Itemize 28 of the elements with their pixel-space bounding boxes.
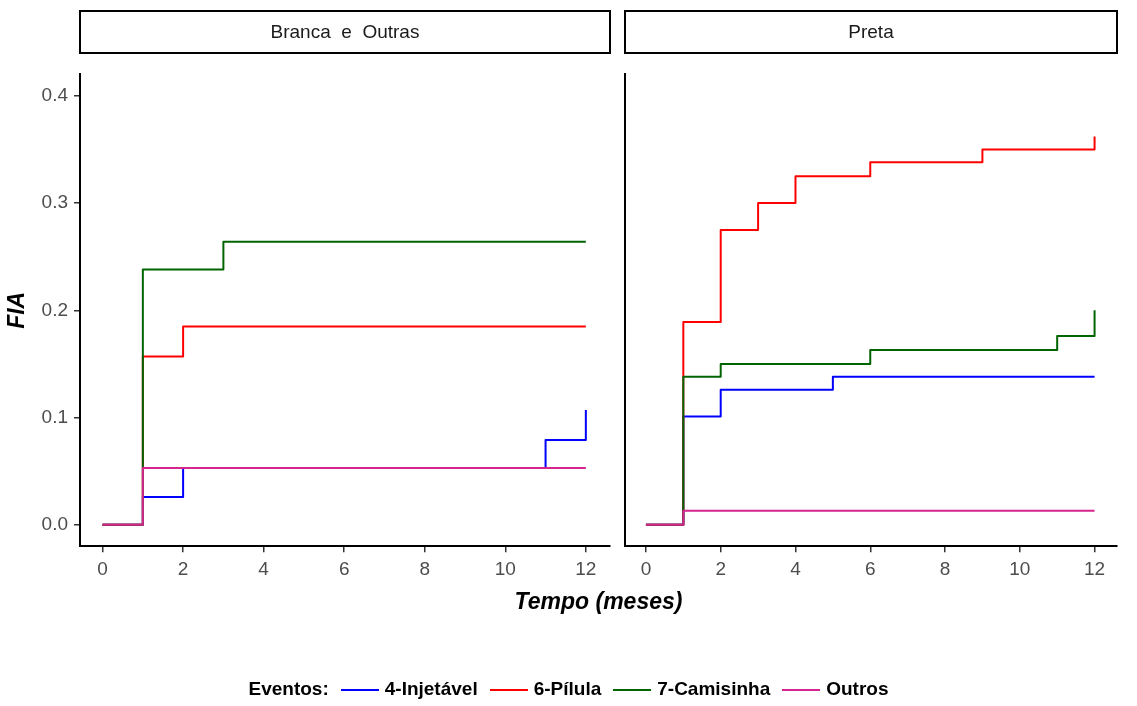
x-tick-label: 12 bbox=[575, 557, 597, 579]
legend-label: Outros bbox=[826, 678, 889, 699]
x-tick-label: 10 bbox=[1009, 557, 1031, 579]
y-tick-label: 0.2 bbox=[41, 298, 69, 320]
y-tick-label: 0.1 bbox=[41, 405, 69, 427]
x-tick-label: 2 bbox=[715, 557, 726, 579]
chart-title: Preta bbox=[624, 10, 1118, 54]
y-tick-label: 0.0 bbox=[41, 512, 69, 534]
y-tick-label: 0.4 bbox=[41, 84, 69, 106]
x-tick-label: 4 bbox=[258, 557, 270, 579]
y-axis-title: FIA bbox=[3, 291, 30, 329]
x-tick-label: 8 bbox=[939, 557, 951, 579]
x-tick-label: 2 bbox=[177, 557, 189, 579]
legend-label: 4-Injetável bbox=[384, 678, 478, 699]
x-tick-label: 10 bbox=[494, 557, 516, 579]
legend-label: 6-Pílula bbox=[533, 678, 602, 699]
x-tick-label: 12 bbox=[1084, 557, 1106, 579]
x-tick-label: 0 bbox=[97, 557, 108, 579]
legend-label: 7-Camisinha bbox=[657, 678, 771, 699]
x-tick-label: 6 bbox=[864, 557, 876, 579]
x-tick-label: 0 bbox=[640, 557, 652, 579]
chart-title: Branca e Outras bbox=[79, 10, 611, 54]
legend-title: Eventos: bbox=[248, 678, 329, 699]
y-tick-label: 0.3 bbox=[41, 191, 69, 213]
x-axis-title: Tempo (meses) bbox=[513, 588, 684, 615]
x-tick-label: 6 bbox=[338, 557, 350, 579]
x-tick-label: 4 bbox=[790, 557, 802, 579]
x-tick-label: 8 bbox=[419, 557, 431, 579]
